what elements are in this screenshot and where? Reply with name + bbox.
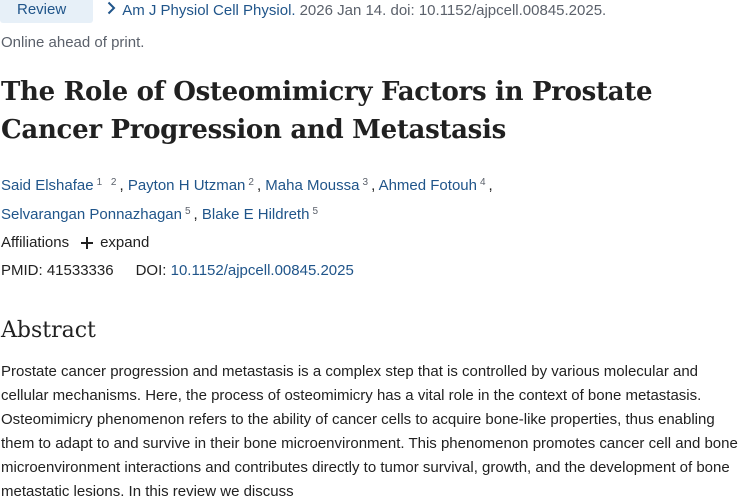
author-list: Said Elshafae 1 2, Payton H Utzman 2, Maha…: [1, 177, 493, 223]
doi-label: DOI:: [135, 262, 167, 279]
affiliations-row: Affiliations expand: [1, 234, 149, 251]
affiliation-ref[interactable]: 4: [479, 177, 489, 188]
author-link[interactable]: Blake E Hildreth: [201, 206, 310, 223]
affiliation-ref[interactable]: 1 2: [96, 177, 120, 188]
affiliations-label: Affiliations: [1, 234, 70, 251]
author-link[interactable]: Ahmed Fotouh: [378, 177, 477, 194]
pmid-value: 41533336: [46, 262, 114, 279]
pmid-label: PMID:: [1, 262, 43, 279]
abstract-heading: Abstract: [1, 318, 96, 343]
article-title: The Role of Osteomimicry Factors in Pros…: [1, 77, 653, 145]
chevron-right-icon[interactable]: [107, 1, 116, 20]
affiliation-ref[interactable]: 5: [312, 206, 322, 217]
article-type-badge: Review: [0, 0, 94, 23]
affiliation-ref[interactable]: 2: [248, 177, 257, 188]
doi-link[interactable]: 10.1152/ajpcell.00845.2025: [170, 262, 354, 279]
publication-status: Online ahead of print.: [1, 34, 145, 51]
identifiers-row: PMID: 41533336 DOI: 10.1152/ajpcell.00845…: [1, 262, 354, 279]
author-link[interactable]: Maha Moussa: [265, 177, 360, 194]
affiliation-ref[interactable]: 3: [362, 177, 372, 188]
expand-label: expand: [100, 234, 150, 251]
citation-bar: Review Am J Physiol Cell Physiol. 2026 J…: [0, 0, 606, 26]
journal-link[interactable]: Am J Physiol Cell Physiol.: [122, 1, 296, 19]
author-link[interactable]: Selvarangan Ponnazhagan: [1, 206, 182, 223]
author-link[interactable]: Payton H Utzman: [127, 177, 246, 194]
plus-icon: [79, 235, 95, 251]
expand-affiliations-button[interactable]: expand: [79, 234, 149, 251]
abstract-text: Prostate cancer progression and metastas…: [1, 363, 738, 500]
author-link[interactable]: Said Elshafae: [1, 177, 94, 194]
citation-details: 2026 Jan 14. doi: 10.1152/ajpcell.00845.…: [299, 1, 607, 19]
affiliation-ref[interactable]: 5: [184, 206, 194, 217]
